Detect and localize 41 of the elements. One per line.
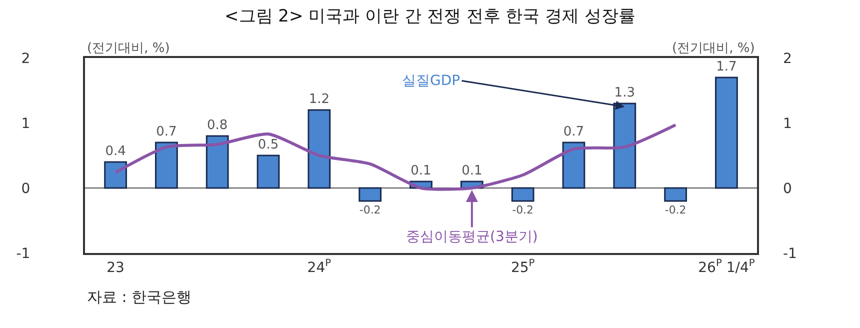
- data-label: 0.1: [410, 164, 432, 178]
- y-axis-title: (전기대비, %): [87, 41, 170, 56]
- data-label: -0.2: [664, 203, 686, 216]
- data-label: 1.3: [614, 86, 635, 100]
- data-label: 0.7: [156, 124, 177, 140]
- y2-tick-label: 2: [783, 50, 792, 67]
- chart-title: <그림 2> 미국과 이란 간 전쟁 전후 한국 경제 성장률: [224, 6, 636, 27]
- data-label: 1.2: [308, 92, 330, 107]
- data-label: 0.4: [105, 144, 126, 159]
- y2-axis-title: (전기대비, %): [672, 41, 755, 56]
- bar: [715, 76, 738, 189]
- bar: [358, 187, 382, 202]
- bar: [206, 135, 229, 189]
- x-tick-label: 26$^{P}$ 1/4$^{P}$: [698, 258, 755, 276]
- bar: [562, 142, 586, 189]
- y-tick-label: -1: [16, 246, 30, 262]
- y-tick-label: 1: [21, 116, 30, 132]
- text: 자료 : 한국은행: [87, 288, 192, 306]
- y-tick-label: 2: [21, 50, 30, 67]
- data-label: -0.2: [359, 203, 381, 216]
- data-label: 0.8: [207, 118, 228, 133]
- bar: [511, 187, 534, 202]
- data-label: -0.2: [512, 203, 534, 216]
- x-tick-label: 23: [106, 260, 124, 276]
- bar: [104, 161, 127, 189]
- bar: [155, 142, 178, 189]
- data-label: 0.1: [462, 164, 482, 178]
- y2-tick-label: -1: [783, 246, 797, 262]
- text: 중심이동평균(3분기): [406, 229, 538, 245]
- y2-tick-label: 0: [783, 180, 792, 197]
- data-label: 1.7: [716, 60, 737, 74]
- bar: [256, 154, 280, 189]
- data-label: 0.5: [258, 138, 279, 152]
- y-tick-label: 0: [21, 180, 30, 197]
- y2-tick-label: 1: [783, 116, 792, 132]
- x-tick-label: 25$^{P}$: [510, 258, 535, 276]
- x-tick-label: 24$^{P}$: [307, 258, 332, 276]
- bar: [664, 187, 687, 202]
- bar: [308, 109, 331, 189]
- data-label: 0.7: [563, 124, 584, 140]
- text: 실질GDP: [402, 73, 460, 89]
